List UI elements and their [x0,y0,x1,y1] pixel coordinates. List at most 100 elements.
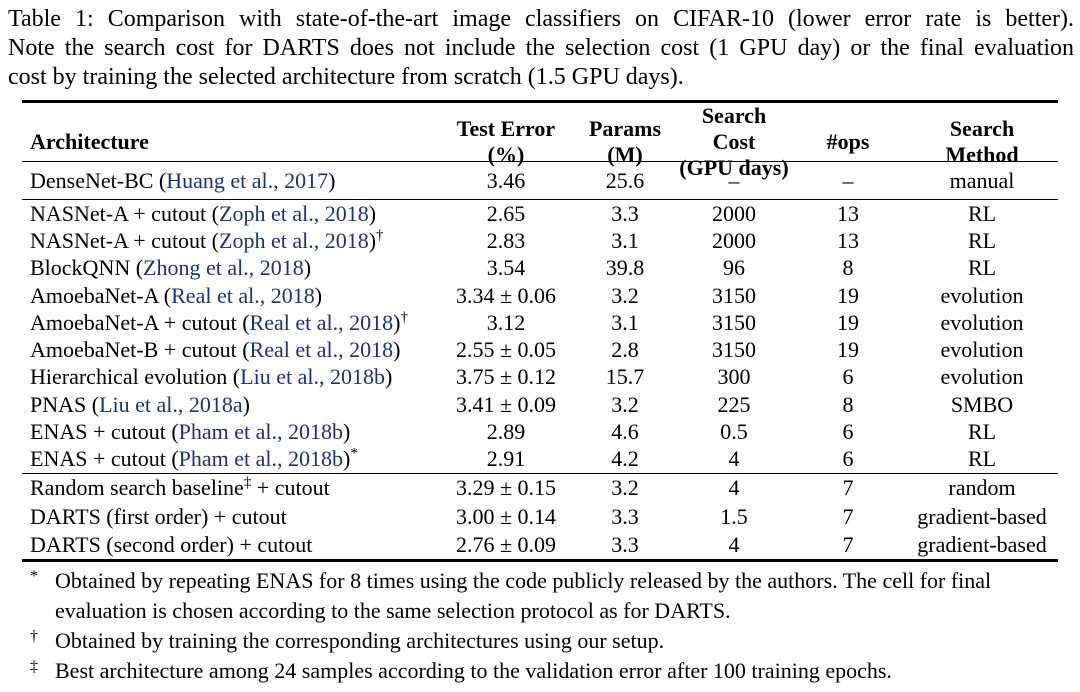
architecture-name: NASNet-A + cutout ( [30,200,219,226]
search-cost-cell: 0.5 [720,419,748,445]
table-row: Random search baseline‡ + cutout 3.29 ± 0… [22,474,1058,503]
ops-cell: 6 [842,446,854,472]
citation-link[interactable]: Real et al., 2018 [171,282,315,308]
ops-cell: 7 [842,503,854,529]
architecture-name: ENAS + cutout ( [30,446,179,472]
params-cell: 39.8 [605,255,645,281]
architecture-name-tail: + cutout [251,475,330,501]
architecture-cell: AmoebaNet-B + cutout (Real et al., 2018) [22,337,440,363]
search-cost-cell: – [728,167,740,193]
table-row: NASNet-A + cutout (Zoph et al., 2018)† 2.… [22,227,1058,254]
architecture-cell: Hierarchical evolution (Liu et al., 2018… [22,364,440,390]
architecture-name-suffix: ) [368,200,377,226]
caption-line: Table 1: Comparison with state-of-the-ar… [8,6,1074,32]
ops-cell: 13 [837,200,859,226]
dagger-marker: † [30,628,38,645]
table-row: DARTS (second order) + cutout 2.76 ± 0.09… [22,531,1058,560]
params-cell: 3.1 [611,227,639,253]
params-cell: 4.2 [611,446,639,472]
architecture-name-suffix: ) [303,255,312,281]
architecture-name: Random search baseline [30,475,244,501]
test-error-cell: 2.91 [486,446,526,472]
params-cell: 3.3 [611,532,639,558]
architecture-name-suffix: ) [393,337,401,363]
table-row: Hierarchical evolution (Liu et al., 2018… [22,364,1058,391]
citation-link[interactable]: Zoph et al., 2018 [219,200,369,226]
table-group-manual: DenseNet-BC (Huang et al., 2017) 3.46 25.6… [22,162,1058,199]
architecture-cell: DARTS (first order) + cutout [22,504,440,530]
architecture-cell: PNAS (Liu et al., 2018a) [22,392,440,418]
col-header-ops: #ops [826,129,870,154]
citation-link[interactable]: Pham et al., 2018b [178,419,344,445]
search-cost-cell: 3150 [712,337,756,363]
citation-link[interactable]: Liu et al., 2018b [240,364,385,390]
search-method-cell: RL [967,446,997,472]
table-header-row: Architecture Test Error (%) Params (M) Sea… [22,103,1058,180]
top-rule [22,100,1058,103]
architecture-cell: AmoebaNet-A + cutout (Real et al., 2018)… [22,310,440,336]
architecture-name-suffix: ) [328,167,336,193]
architecture-name-suffix: ) [393,309,401,335]
table-caption: Table 1: Comparison with state-of-the-ar… [8,5,1074,92]
search-cost-cell: 4 [728,475,740,501]
citation-link[interactable]: Pham et al., 2018b [178,446,344,472]
citation-link[interactable]: Zhong et al., 2018 [143,255,304,281]
architecture-name: AmoebaNet-A + cutout ( [30,309,250,335]
search-method-cell: evolution [940,364,1024,390]
architecture-name-suffix: ) [384,364,393,390]
test-error-cell: 3.54 [486,255,526,281]
architecture-name: DARTS (first order) + cutout [30,503,287,529]
params-cell: 3.2 [611,391,639,417]
citation-link[interactable]: Real et al., 2018 [249,309,394,335]
bottom-rule [22,559,1058,563]
search-cost-cell: 4 [728,446,740,472]
citation-link[interactable]: Huang et al., 2017 [166,167,329,193]
architecture-name-suffix: ) [343,419,351,445]
citation-link[interactable]: Real et al., 2018 [249,337,394,363]
footnote-double-dagger: ‡ Best architecture among 24 samples acco… [22,656,1078,686]
architecture-cell: ENAS + cutout (Pham et al., 2018b) [22,419,440,445]
ops-cell: 7 [842,475,854,501]
star-marker: * [30,568,38,585]
footnote-marker: † [400,309,408,326]
architecture-name: BlockQNN ( [30,255,144,281]
test-error-cell: 2.76 ± 0.09 [455,532,557,558]
search-method-cell: RL [967,227,997,253]
header-rule [22,161,1058,162]
architecture-cell: AmoebaNet-A (Real et al., 2018) [22,283,440,309]
params-cell: 15.7 [605,364,645,390]
search-cost-cell: 4 [728,532,740,558]
group-rule [22,472,1058,474]
architecture-name-suffix: ) [242,391,250,417]
architecture-name: NASNet-A + cutout ( [30,227,219,253]
col-header-params: Params (M) [588,116,662,167]
test-error-cell: 2.89 [486,419,526,445]
footnotes: * Obtained by repeating ENAS for 8 times … [22,566,1078,686]
params-cell: 2.8 [611,337,639,363]
citation-link[interactable]: Zoph et al., 2018 [219,227,369,253]
architecture-name: AmoebaNet-A ( [30,282,172,308]
search-method-cell: random [948,475,1016,501]
test-error-cell: 3.41 ± 0.09 [455,391,557,417]
test-error-cell: 3.00 ± 0.14 [455,503,557,529]
footnote-dagger: † Obtained by training the corresponding … [22,626,1078,656]
caption-line: cost by training the selected architectu… [8,64,684,90]
ops-cell: – [842,167,854,193]
params-cell: 3.3 [611,200,639,226]
double-dagger-marker: ‡ [30,658,38,675]
architecture-name: ENAS + cutout ( [30,419,179,445]
footnote-marker: ‡ [243,474,252,491]
group-rule [22,199,1058,200]
search-method-cell: manual [949,167,1015,193]
params-cell: 4.6 [611,419,639,445]
params-cell: 3.2 [611,282,639,308]
architecture-cell: BlockQNN (Zhong et al., 2018) [22,255,440,281]
citation-link[interactable]: Liu et al., 2018a [99,391,243,417]
architecture-name-suffix: ) [343,446,351,472]
search-method-cell: evolution [940,282,1024,308]
architecture-name: AmoebaNet-B + cutout ( [30,337,250,363]
table-row: PNAS (Liu et al., 2018a) 3.41 ± 0.09 3.2 22… [22,391,1058,418]
architecture-cell: DARTS (second order) + cutout [22,532,440,558]
search-method-cell: RL [967,419,997,445]
table-group-nas-baselines: NASNet-A + cutout (Zoph et al., 2018) 2.6… [22,200,1058,473]
